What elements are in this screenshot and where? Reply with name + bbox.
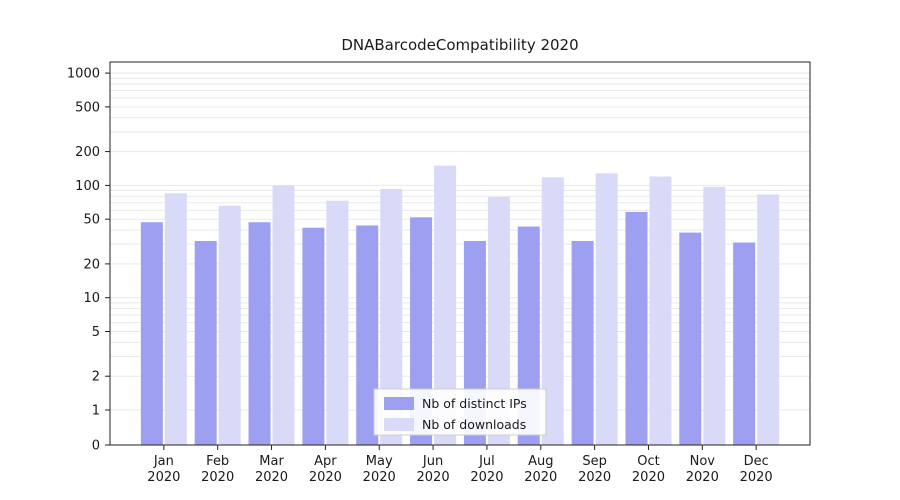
bar: [356, 225, 379, 445]
x-tick-label-year: 2020: [470, 470, 503, 485]
bar: [140, 222, 163, 445]
y-tick-label: 10: [83, 291, 100, 306]
legend-swatch: [384, 418, 414, 431]
x-tick-label-month: Aug: [528, 454, 553, 469]
bar: [487, 196, 510, 445]
bar: [649, 176, 672, 446]
y-tick-label: 100: [75, 179, 100, 194]
bar: [248, 222, 271, 445]
bar: [703, 186, 726, 445]
bar: [595, 173, 618, 445]
y-tick-label: 1000: [67, 67, 100, 82]
x-tick-label-month: Nov: [690, 454, 716, 469]
x-tick-label-month: Feb: [206, 454, 229, 469]
legend-label: Nb of distinct IPs: [422, 396, 527, 411]
x-tick-label-month: May: [366, 454, 393, 469]
x-tick-label-year: 2020: [740, 470, 773, 485]
plot-border: [109, 61, 811, 446]
x-tick-label-year: 2020: [686, 470, 719, 485]
y-tick-label: 50: [83, 213, 100, 228]
x-tick-label-year: 2020: [632, 470, 665, 485]
y-axis: 0 1 2 5 10 20 50 100 200 500 1000: [67, 67, 110, 454]
bar: [571, 240, 594, 445]
y-tick-label: 5: [92, 325, 100, 340]
x-tick-label-month: Jan: [153, 454, 174, 469]
x-tick-label-month: Dec: [744, 454, 769, 469]
y-tick-label: 200: [75, 145, 100, 160]
x-tick-label-year: 2020: [255, 470, 288, 485]
bar: [380, 188, 403, 445]
x-tick-label-month: Mar: [259, 454, 284, 469]
y-tick-label: 0: [92, 439, 100, 454]
x-tick-label-year: 2020: [147, 470, 180, 485]
bar: [194, 240, 217, 445]
x-tick-label-month: Sep: [582, 454, 607, 469]
bar: [272, 185, 295, 445]
bar: [733, 242, 756, 445]
x-axis: Jan2020Feb2020Mar2020Apr2020May2020Jun20…: [147, 445, 773, 485]
legend: Nb of distinct IPs Nb of downloads: [373, 388, 547, 436]
x-tick-label-year: 2020: [524, 470, 557, 485]
x-tick-label-year: 2020: [309, 470, 342, 485]
y-tick-label: 20: [83, 257, 100, 272]
bar: [302, 227, 325, 445]
bar: [679, 232, 702, 445]
x-tick-label-month: Jun: [422, 454, 443, 469]
chart-title: DNABarcodeCompatibility 2020: [341, 36, 579, 54]
x-tick-label-year: 2020: [201, 470, 234, 485]
bar: [434, 165, 457, 446]
bar: [218, 205, 241, 445]
y-tick-label: 1: [92, 404, 100, 419]
x-tick-label-month: Oct: [637, 454, 659, 469]
x-tick-label-year: 2020: [578, 470, 611, 485]
bar: [326, 200, 349, 445]
y-tick-label: 2: [92, 370, 100, 385]
series-1: [164, 165, 780, 446]
x-tick-label-year: 2020: [363, 470, 396, 485]
bar: [164, 193, 187, 445]
legend-label: Nb of downloads: [422, 417, 526, 432]
bar: [757, 194, 780, 445]
legend-swatch: [384, 397, 414, 410]
x-tick-label-month: Jul: [478, 454, 495, 469]
x-tick-label-year: 2020: [417, 470, 450, 485]
bar: [410, 217, 433, 445]
bar: [625, 211, 648, 445]
x-tick-label-month: Apr: [314, 454, 337, 469]
bar: [541, 177, 564, 446]
y-tick-label: 500: [75, 100, 100, 115]
